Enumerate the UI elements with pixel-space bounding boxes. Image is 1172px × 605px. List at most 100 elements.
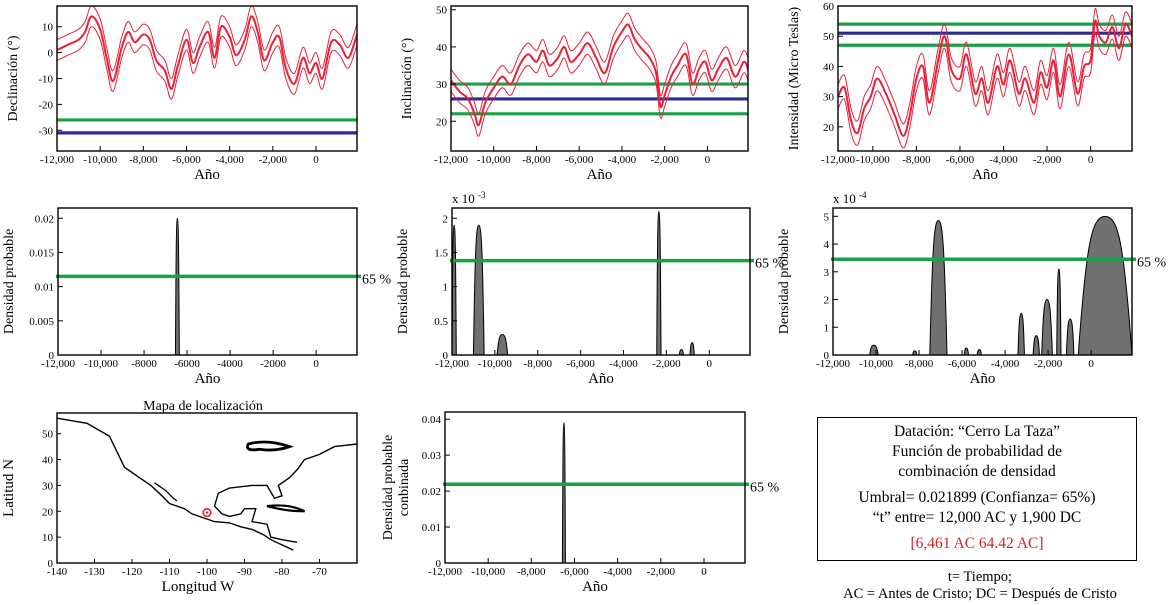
x-tick-label: -10,000	[859, 358, 893, 370]
data-point	[198, 46, 201, 49]
y-tick-label: 0.01	[35, 282, 54, 294]
x-tick-label: -4,000	[603, 566, 632, 578]
plot-area-inclination	[451, 12, 748, 137]
x-tick-label: 0	[1088, 154, 1094, 166]
site-marker-center	[205, 511, 209, 514]
data-point	[67, 44, 69, 46]
data-point	[1094, 20, 1096, 22]
data-point	[1046, 86, 1048, 89]
y-axis-label: Densidad probable	[396, 229, 411, 334]
y-tick-label: 0	[49, 350, 55, 362]
data-point	[77, 39, 80, 41]
data-point	[220, 26, 222, 28]
data-point	[1039, 71, 1042, 74]
x-tick-label: -10,000	[477, 154, 511, 166]
data-point	[1033, 102, 1035, 104]
density-peak	[1032, 335, 1041, 355]
y-axis-label: Densidad probable	[381, 435, 396, 540]
threshold-label: 65 %	[1137, 255, 1167, 270]
x-tick-label: -10,000	[856, 154, 890, 166]
x-axis-label: Año	[588, 371, 614, 387]
y-tick-label: 60	[823, 1, 835, 13]
data-point	[1083, 65, 1085, 68]
data-point	[501, 76, 503, 78]
data-point	[578, 53, 580, 55]
data-point	[965, 53, 968, 55]
data-point	[134, 41, 136, 43]
x-tick-label: 0	[707, 358, 713, 370]
x-axis-label: Año	[195, 371, 221, 387]
data-point	[685, 53, 687, 55]
plot-area-density_combined	[561, 422, 566, 563]
data-point	[987, 102, 989, 104]
data-point	[1053, 59, 1055, 61]
info-threshold: Umbral= 0.021899 (Confianza= 65%)	[858, 489, 1096, 506]
x-tick-label: 0	[313, 154, 319, 166]
data-point	[726, 57, 728, 59]
density-peak	[1065, 318, 1075, 355]
x-tick-label: -12,000	[821, 154, 855, 166]
density-peak	[496, 333, 509, 355]
y-tick-label: -30	[38, 125, 53, 137]
density-peak	[1056, 268, 1062, 355]
data-point	[928, 102, 931, 104]
data-point	[863, 108, 865, 110]
data-point	[315, 62, 317, 64]
x-tick-label: -2,000	[647, 566, 676, 578]
y-tick-label: 10	[42, 22, 54, 34]
plot-area-declination	[57, 6, 357, 135]
y-tick-label: 0	[436, 558, 442, 570]
lower-error-curve	[57, 26, 357, 100]
x-tick-label: -8,000	[522, 154, 551, 166]
y-tick-label: 20	[823, 122, 835, 134]
x-axis-label: Año	[582, 579, 608, 595]
data-point	[595, 57, 597, 59]
x-tick-label: -12,000	[434, 154, 468, 166]
data-point	[604, 72, 606, 74]
map-title: Mapa de localización	[143, 399, 263, 414]
data-point	[458, 90, 461, 93]
data-point	[1059, 96, 1061, 98]
data-point	[155, 59, 157, 61]
data-point	[743, 61, 745, 63]
y-tick-label: 5	[824, 211, 830, 223]
data-point	[467, 98, 469, 100]
y-tick-label: 0.005	[29, 316, 54, 328]
plot-frame	[56, 5, 358, 152]
y-tick-label: 0	[443, 350, 449, 362]
data-point	[1090, 59, 1092, 61]
map-x-tick-label: -140	[47, 566, 68, 578]
x-tick-label: 0	[701, 566, 707, 578]
y-tick-label: 30	[823, 92, 835, 104]
data-point	[734, 76, 736, 78]
threshold-label: 65 %	[750, 480, 780, 495]
map-x-axis-label: Longitud W	[162, 579, 235, 595]
chart-density_intensity: 65 % x 10 -4 -12,000 -10,000 -8,000 -6,000 -4,…	[777, 190, 1167, 387]
data-point	[473, 113, 476, 115]
y-tick-label: 0.04	[422, 414, 442, 426]
x-tick-label: -8,000	[524, 358, 553, 370]
data-point	[263, 59, 265, 61]
y-tick-label: 0.02	[422, 486, 441, 498]
x-tick-label: -2,000	[259, 154, 288, 166]
y-tick-label: 0.01	[422, 522, 441, 534]
x-tick-label: -12,000	[435, 358, 469, 370]
plot-frame	[837, 5, 1133, 152]
scale-factor-label: x 10 -4	[833, 190, 867, 206]
y-tick-label: 0.02	[35, 213, 54, 225]
density-peak	[561, 422, 566, 563]
map-y-tick-label: 20	[42, 506, 54, 518]
y-tick-label: 3	[824, 267, 830, 279]
density-peak	[1017, 312, 1025, 355]
x-tick-label: -6000	[174, 358, 200, 370]
plot-frame	[450, 5, 749, 152]
data-point	[937, 59, 939, 61]
data-point	[1098, 35, 1100, 37]
data-point	[484, 102, 486, 104]
y-tick-label: 0.03	[422, 450, 442, 462]
data-point	[870, 96, 872, 98]
y-tick-label: 4	[824, 239, 830, 251]
atlantic-gulf-coastline	[213, 443, 357, 543]
chart-intensity: -12,000 -10,000 -8,000 -6,000 -4,000 -2,000 0 6…	[787, 1, 1133, 183]
